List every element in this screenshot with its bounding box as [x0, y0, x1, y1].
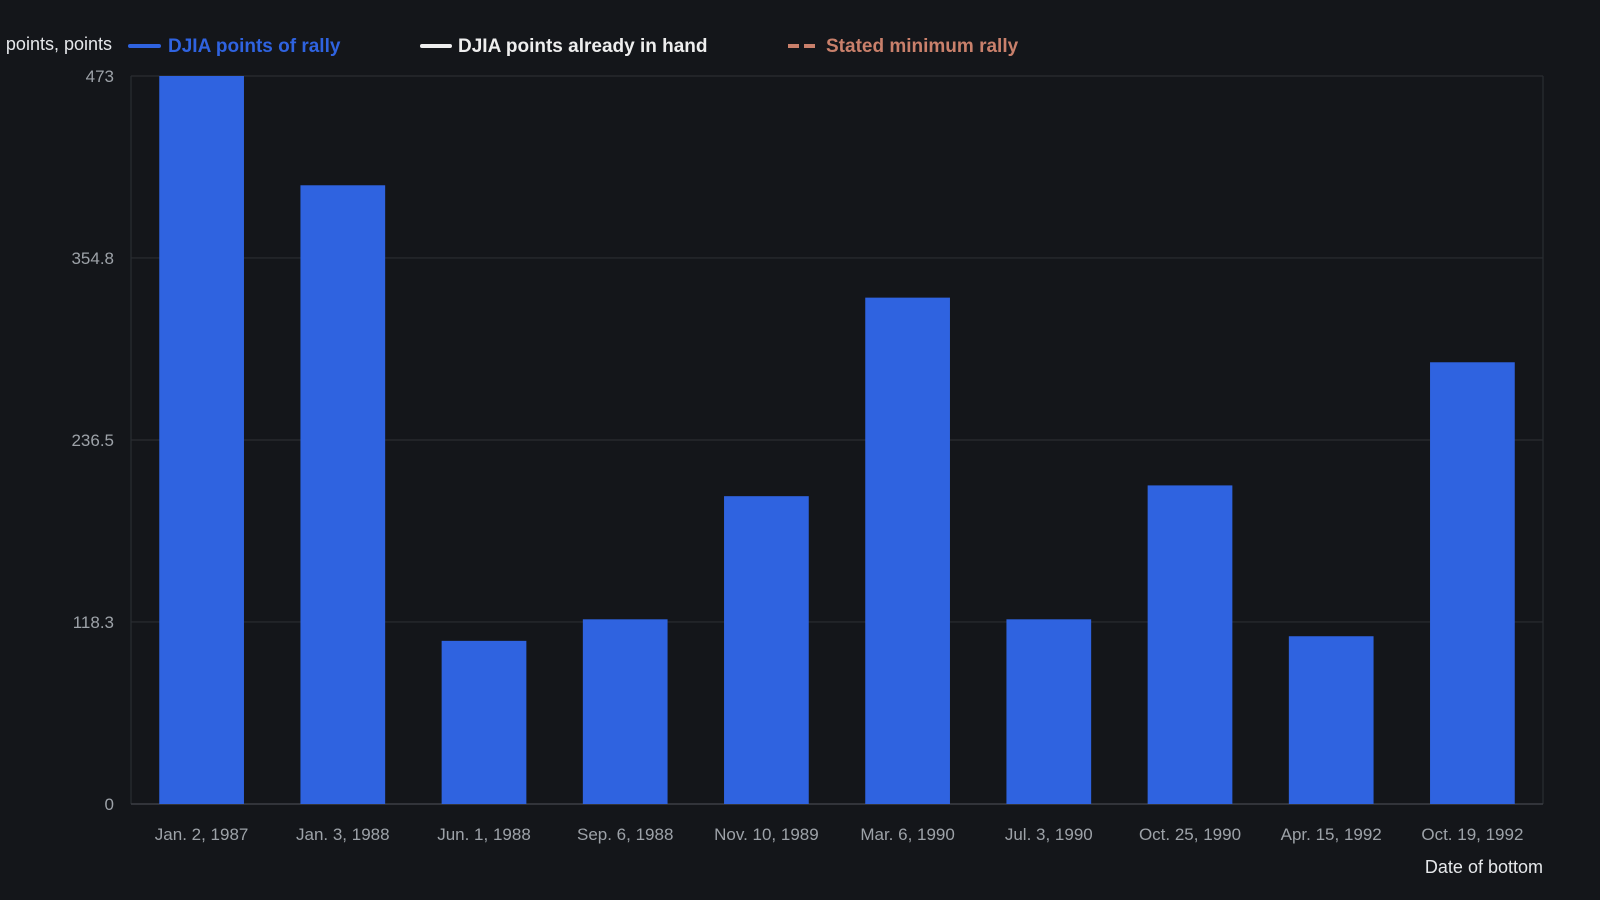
legend-item-in-hand[interactable]: DJIA points already in hand [420, 36, 708, 57]
legend-label-rally: DJIA points of rally [168, 36, 341, 57]
x-tick-label: Nov. 10, 1989 [714, 825, 819, 844]
bar[interactable] [1006, 619, 1092, 804]
bar[interactable] [724, 496, 809, 804]
y-axis-ticks: 0 118.3 236.5 354.8 473 [71, 67, 114, 814]
y-tick-label: 354.8 [71, 249, 114, 268]
y-tick-label: 118.3 [73, 613, 114, 632]
y-tick-label: 236.5 [71, 431, 114, 450]
y-axis-unit-label: points, points [6, 34, 112, 54]
legend: DJIA points of rally DJIA points already… [128, 36, 1019, 57]
x-tick-label: Jan. 3, 1988 [296, 825, 390, 844]
legend-item-rally[interactable]: DJIA points of rally [128, 36, 341, 57]
bar[interactable] [1288, 636, 1374, 804]
x-tick-label: Jun. 1, 1988 [437, 825, 531, 844]
x-tick-label: Sep. 6, 1988 [577, 825, 673, 844]
x-tick-label: Oct. 25, 1990 [1139, 825, 1241, 844]
y-tick-label: 473 [86, 67, 114, 86]
x-tick-label: Oct. 19, 1992 [1421, 825, 1523, 844]
legend-item-minimum[interactable]: Stated minimum rally [788, 36, 1019, 57]
bar[interactable] [1147, 485, 1233, 804]
x-tick-label: Jul. 3, 1990 [1005, 825, 1093, 844]
bar[interactable] [582, 619, 668, 804]
bar[interactable] [159, 76, 244, 804]
bar[interactable] [441, 640, 527, 804]
x-tick-label: Jan. 2, 1987 [155, 825, 249, 844]
y-tick-label: 0 [105, 795, 114, 814]
x-tick-label: Apr. 15, 1992 [1281, 825, 1382, 844]
bar[interactable] [865, 297, 950, 804]
bar[interactable] [1430, 362, 1515, 804]
x-axis-ticks: Jan. 2, 1987 Jan. 3, 1988 Jun. 1, 1988 Sep.… [155, 825, 1524, 844]
bars [159, 76, 1515, 804]
x-tick-label: Mar. 6, 1990 [860, 825, 955, 844]
x-axis-title: Date of bottom [1425, 857, 1543, 877]
bar[interactable] [300, 185, 386, 804]
legend-label-minimum: Stated minimum rally [826, 36, 1019, 57]
legend-label-in-hand: DJIA points already in hand [458, 36, 708, 57]
